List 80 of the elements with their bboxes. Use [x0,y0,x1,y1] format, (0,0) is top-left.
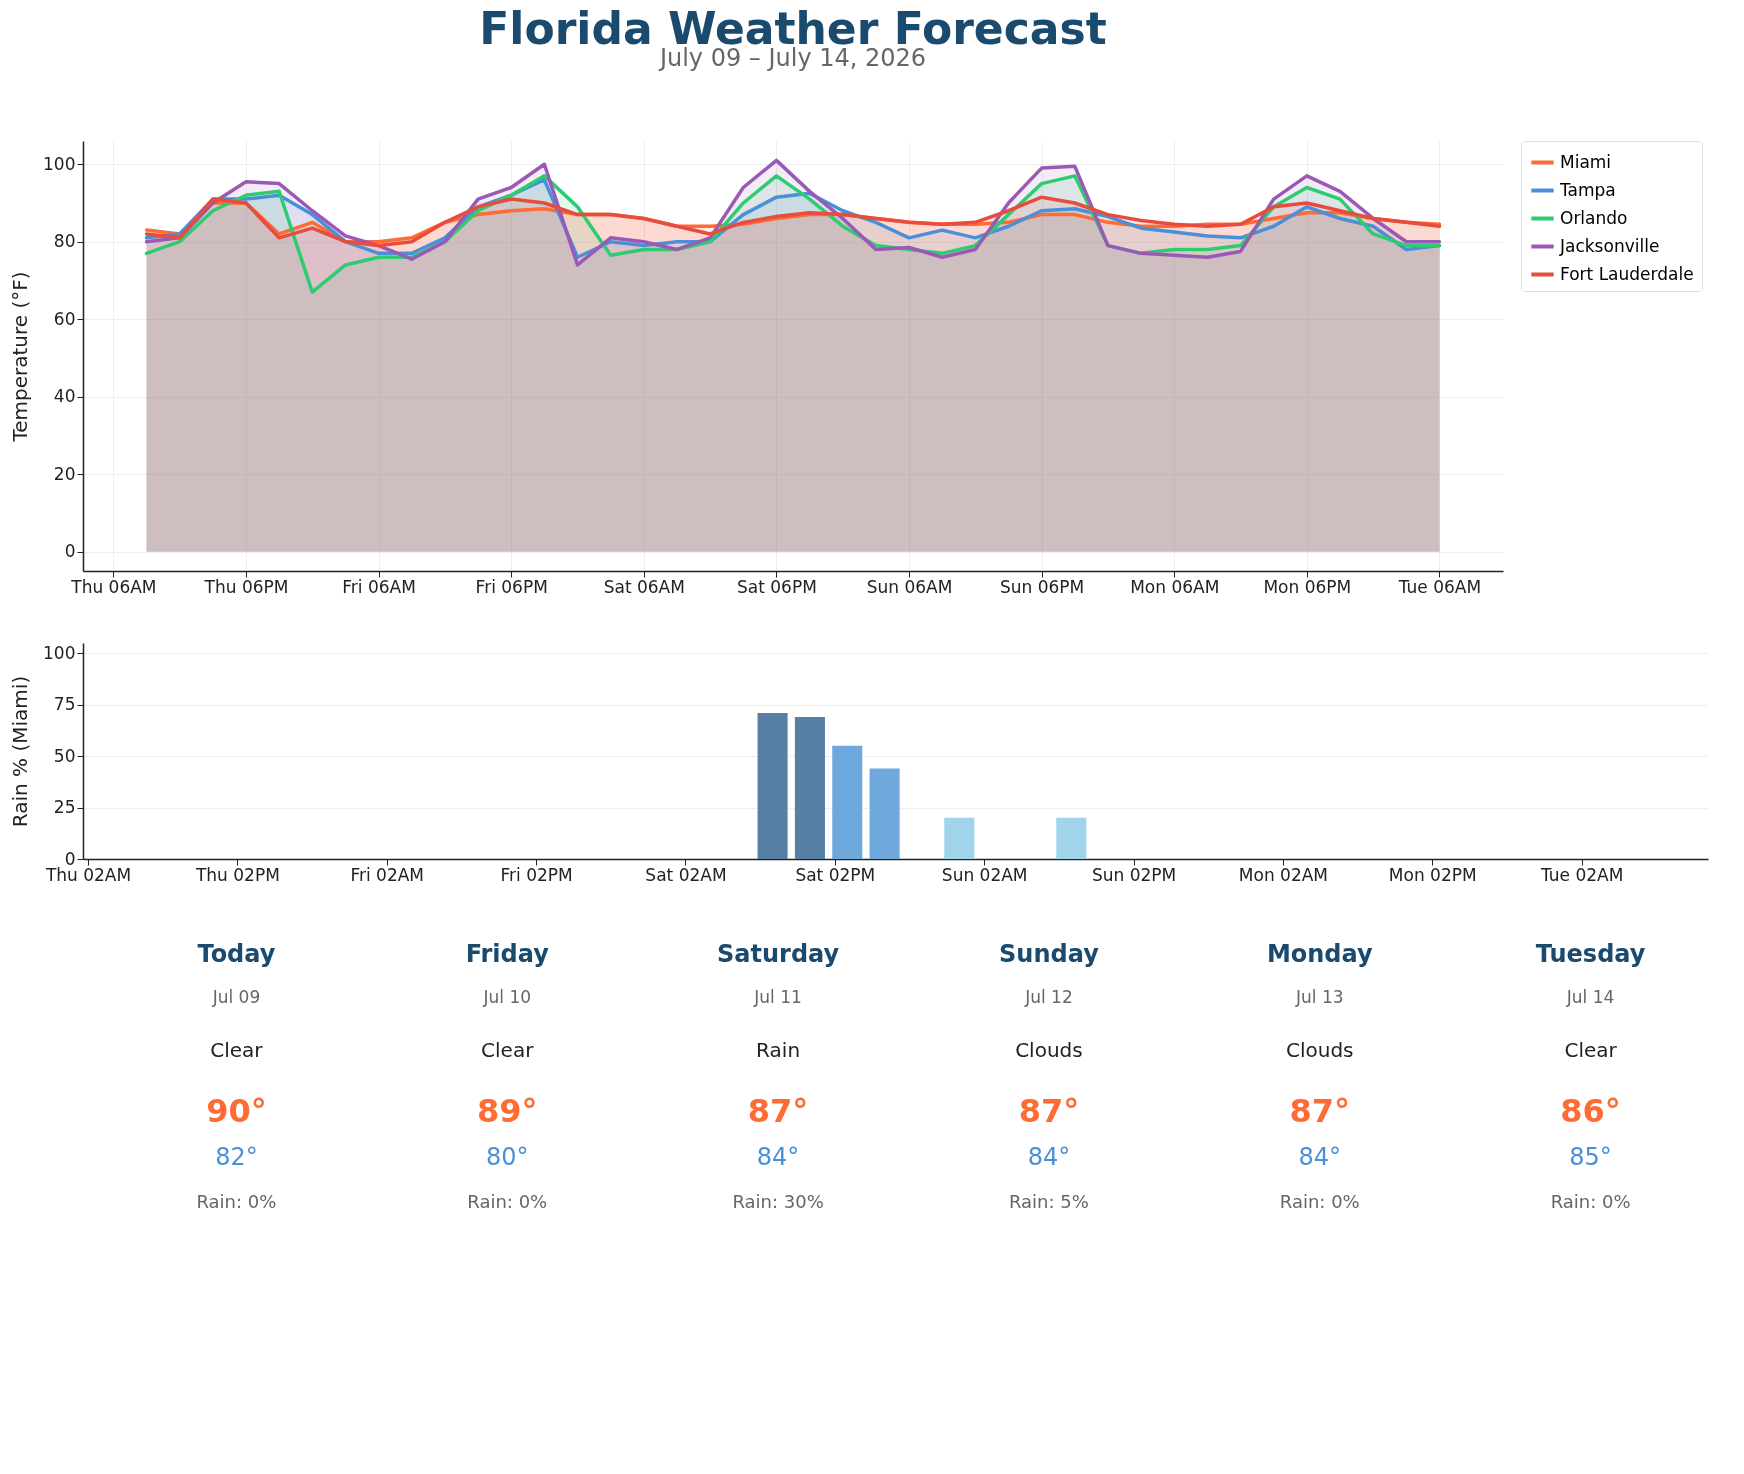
x-tick-label: Tue 02AM [1539,864,1624,885]
x-tick-label: Sun 02AM [941,864,1028,885]
category-label: Saturday [717,940,840,968]
text: 84° [1027,1143,1071,1171]
x-tick-label: Sat 02AM [645,864,727,885]
y-tick-label: 20 [53,463,76,484]
category-label: Friday [465,940,550,968]
text: 87° [747,1092,809,1130]
text: 85° [1569,1143,1612,1171]
legend-label: Jacksonville [1559,235,1660,256]
text: Clouds [1285,1038,1354,1062]
x-tick-label: Mon 02AM [1238,864,1329,885]
text: 87° [1289,1092,1351,1130]
text: Jul 14 [1565,987,1615,1007]
text: Clouds [1015,1038,1083,1062]
x-tick-label: Sun 02PM [1091,864,1177,885]
text: Jul 09 [211,987,261,1007]
x-tick-label: Tue 06AM [1397,576,1482,597]
x-tick-label: Sun 06AM [866,576,953,597]
text: Clear [481,1038,535,1062]
text: Rain: 0% [196,1191,277,1212]
x-tick-label: Sat 02PM [795,864,876,885]
x-tick-label: Thu 02PM [194,864,280,885]
text: Rain: 0% [1550,1191,1631,1212]
text: 82° [215,1143,258,1171]
y-tick-label: 25 [53,797,76,818]
x-tick-label: Sun 06PM [999,576,1085,597]
text: 90° [206,1092,267,1130]
y-tick-label: 75 [53,694,76,715]
text: Rain: 30% [732,1191,824,1212]
bar [757,712,788,859]
y-tick-label: 100 [43,642,76,663]
x-tick-label: Fri 06PM [475,576,548,597]
legend-label: Orlando [1560,207,1628,228]
category-label: Today [197,940,276,968]
bar [794,717,825,859]
text: Jul 10 [482,987,532,1007]
y-tick-label: 100 [43,153,76,174]
x-tick-label: Fri 06AM [342,576,416,597]
legend-label: Fort Lauderdale [1560,263,1694,284]
x-tick-label: Fri 02PM [500,864,573,885]
bar [944,817,975,859]
x-tick-label: Thu 06PM [203,576,289,597]
text: 89° [476,1092,538,1130]
y-axis-title: Temperature (°F) [8,271,33,443]
y-tick-label: 0 [64,541,76,562]
category-label: Tuesday [1535,940,1646,968]
text: Rain: 0% [1279,1191,1360,1212]
x-tick-label: Sat 06PM [737,576,817,597]
y-tick-label: 50 [53,745,76,766]
text: Clear [1564,1038,1618,1062]
text: 84° [756,1143,800,1171]
text: 84° [1298,1143,1342,1171]
x-tick-label: Mon 06AM [1130,576,1220,597]
x-tick-label: Fri 02AM [350,864,425,885]
bar [1056,817,1087,859]
y-tick-label: 60 [53,308,76,329]
text: Jul 12 [1024,987,1073,1007]
y-axis-title: Rain % (Miami) [8,675,33,828]
text: 86° [1560,1092,1621,1130]
category-label: Sunday [999,940,1100,968]
x-tick-label: Thu 06AM [70,576,157,597]
text: Rain [756,1038,801,1062]
text: 80° [485,1143,529,1171]
x-tick-label: Mon 06PM [1263,576,1352,597]
text: Rain: 5% [1008,1191,1089,1212]
y-tick-label: 80 [53,231,76,252]
x-tick-label: Mon 02PM [1388,864,1477,885]
text: 87° [1018,1092,1080,1130]
text: Rain: 0% [467,1191,548,1212]
x-tick-label: Sat 06AM [603,576,685,597]
bar [832,745,863,859]
legend-label: Tampa [1559,179,1616,200]
text: Jul 11 [753,987,802,1007]
category-label: Monday [1266,940,1373,968]
bar [869,768,900,859]
text: Jul 13 [1294,987,1344,1007]
text: Clear [210,1038,264,1062]
legend-label: Miami [1560,151,1612,172]
y-tick-label: 40 [53,386,76,407]
